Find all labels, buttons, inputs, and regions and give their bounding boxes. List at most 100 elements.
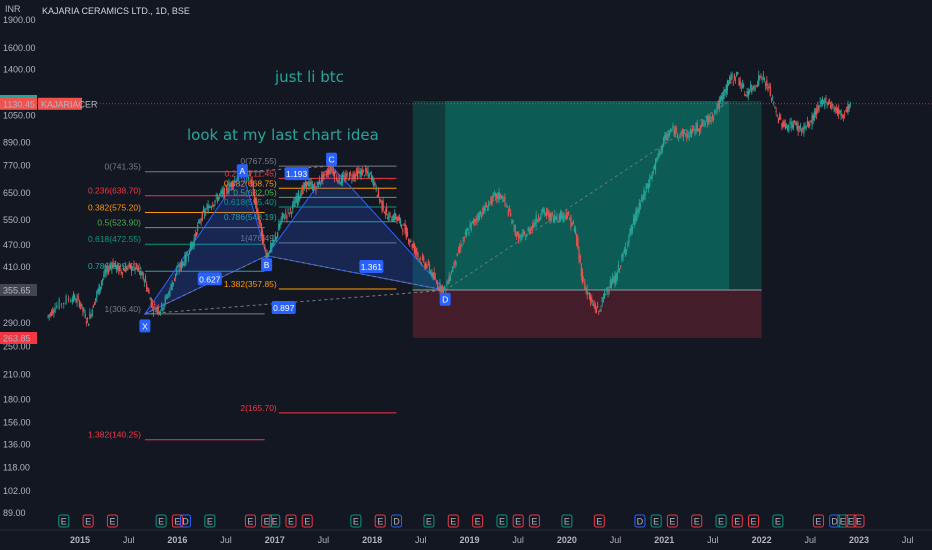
candle-body [455,261,457,264]
event-marker[interactable] [772,514,784,528]
pattern-bd-line [266,255,446,291]
candle-body [744,94,746,96]
event-marker[interactable] [301,514,313,528]
candle-body [151,303,154,306]
pattern-point-d-label: D [442,295,448,305]
candle-body [381,200,383,210]
candle-body [520,235,522,241]
event-marker[interactable] [731,514,743,528]
candle-body [75,301,77,303]
ratio-badge-xb[interactable] [197,272,222,286]
candle-body [642,196,644,199]
candle-body [774,107,776,109]
candle-body [775,110,777,112]
event-marker[interactable] [691,514,703,528]
event-marker[interactable] [853,514,865,528]
event-marker[interactable] [171,514,183,528]
event-marker[interactable] [845,514,857,528]
candle-body [326,171,329,174]
candle-body [708,116,710,123]
candle-body [727,82,730,86]
candle-body [661,144,664,151]
candle-body [707,116,709,126]
y-tick-label: 118.00 [3,463,30,473]
event-marker[interactable] [82,514,94,528]
event-marker[interactable] [285,514,297,528]
ratio-badge-ac[interactable] [284,167,309,181]
event-marker[interactable] [350,514,362,528]
candle-body [804,125,806,129]
pattern-point-b[interactable] [261,258,273,272]
event-marker[interactable] [650,514,662,528]
candle-body [362,169,365,171]
event-marker[interactable] [390,514,402,528]
candle-body [496,193,498,199]
candle-body [721,96,723,100]
candle-body [832,104,834,106]
candle-body [96,291,98,298]
event-marker[interactable] [374,514,386,528]
candle-body [248,177,250,180]
candle-body [333,171,336,179]
candle-body [717,103,719,108]
event-marker[interactable] [155,514,167,528]
candle-body [790,121,792,129]
candle-body [122,268,125,271]
event-marker[interactable] [179,514,191,528]
event-marker[interactable] [829,514,841,528]
event-marker[interactable] [496,514,508,528]
pattern-point-d[interactable] [439,292,451,306]
event-marker[interactable] [748,514,760,528]
candle-body [281,212,283,220]
event-marker[interactable] [593,514,605,528]
candle-body [536,219,538,223]
candle-body [464,232,467,235]
pattern-point-c[interactable] [326,152,338,166]
event-marker[interactable] [634,514,646,528]
event-marker[interactable] [715,514,727,528]
candle-body [442,287,445,293]
candle-body [250,179,252,185]
event-marker[interactable] [261,514,273,528]
candle-body [399,219,402,224]
candle-body [617,264,620,270]
candle-body [168,293,170,294]
pattern-point-x[interactable] [139,319,151,333]
candle-body [232,182,235,186]
event-marker[interactable] [512,514,524,528]
candle-body [503,200,505,202]
event-marker[interactable] [58,514,70,528]
ratio-badge-ad[interactable] [271,300,296,314]
event-marker[interactable] [204,514,216,528]
candle-body [670,131,672,133]
event-marker[interactable] [812,514,824,528]
candle-body [573,227,576,232]
candle-body [432,272,434,278]
candle-body [585,287,587,290]
ratio-badge-bd[interactable] [359,260,384,274]
event-marker[interactable] [269,514,281,528]
event-marker[interactable] [244,514,256,528]
event-marker[interactable] [447,514,459,528]
candle-body [440,286,442,292]
event-marker[interactable] [837,514,849,528]
ratio-badge-ac-label: 1.193 [286,169,308,179]
candle-body [445,288,447,291]
event-marker[interactable] [472,514,484,528]
candle-body [141,272,143,276]
event-marker[interactable] [666,514,678,528]
candle-body [47,315,49,318]
event-marker[interactable] [561,514,573,528]
candle-body [635,211,637,223]
candle-body [753,85,755,90]
event-marker[interactable] [528,514,540,528]
candle-body [530,227,533,230]
candle-body [457,250,460,252]
candle-body [379,199,381,202]
candle-body [467,228,469,231]
candle-body [90,315,92,317]
event-marker[interactable] [423,514,435,528]
pattern-point-a[interactable] [236,164,248,178]
event-marker[interactable] [106,514,118,528]
